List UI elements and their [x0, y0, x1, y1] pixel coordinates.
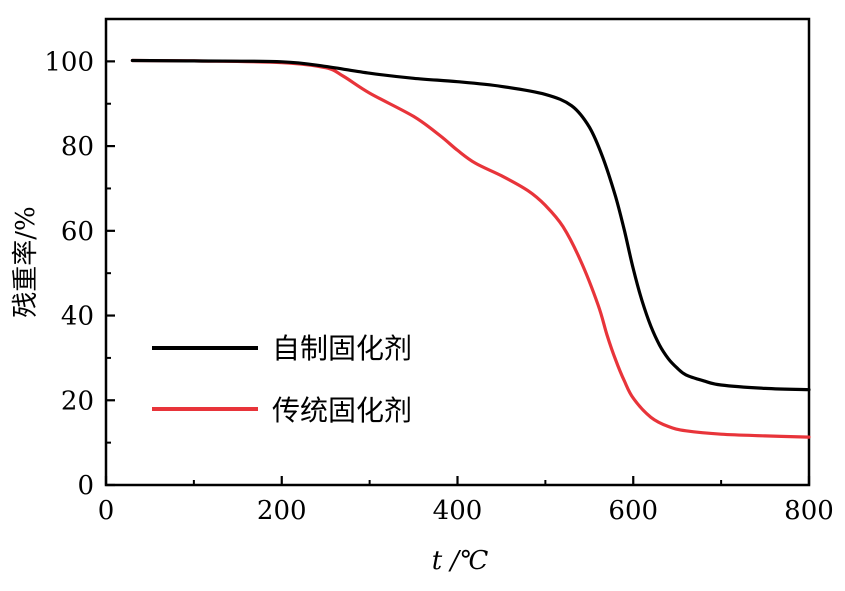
y-tick-label: 0: [77, 471, 94, 501]
x-axis-tick-labels: 0 200 400 600 800: [98, 496, 834, 526]
x-tick-label: 200: [257, 496, 307, 526]
x-tick-label: 800: [784, 496, 834, 526]
y-axis-ticks: [106, 60, 115, 487]
legend-label-series-1: 传统固化剂: [272, 394, 412, 427]
y-axis-tick-labels: 0 20 40 60 80 100: [44, 47, 94, 501]
series-line-0: [130, 58, 811, 392]
x-axis-label: t /℃: [432, 546, 489, 576]
y-tick-label: 60: [61, 217, 94, 247]
legend-label-series-0: 自制固化剂: [272, 332, 412, 365]
y-tick-label: 40: [61, 302, 94, 332]
x-tick-label: 600: [608, 496, 658, 526]
x-tick-label: 0: [98, 496, 115, 526]
y-tick-label: 80: [61, 132, 94, 162]
plot-frame: [104, 17, 811, 487]
y-tick-label: 100: [44, 47, 94, 77]
y-axis-label: 残重率/%: [11, 206, 41, 317]
series-line-1: [130, 58, 811, 439]
y-tick-label: 20: [61, 386, 94, 416]
legend: 自制固化剂 传统固化剂: [152, 332, 412, 427]
x-tick-label: 400: [433, 496, 483, 526]
x-axis-ticks: [104, 476, 811, 485]
series-lines: [130, 58, 811, 439]
